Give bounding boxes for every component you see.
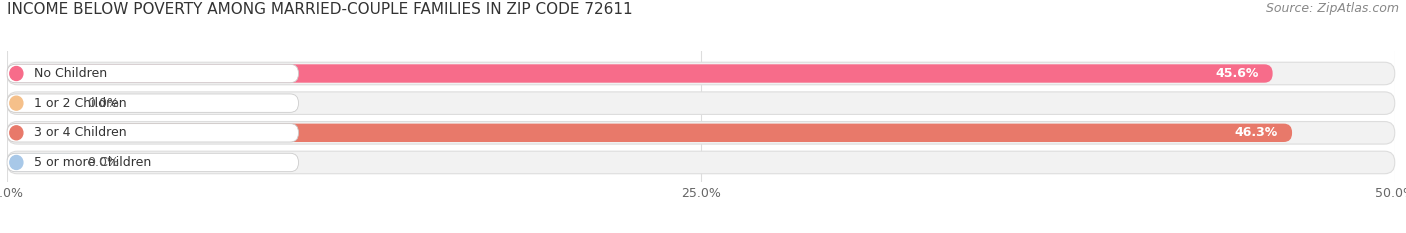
- Text: No Children: No Children: [34, 67, 107, 80]
- Circle shape: [10, 155, 22, 169]
- Text: Source: ZipAtlas.com: Source: ZipAtlas.com: [1265, 2, 1399, 15]
- Circle shape: [10, 96, 22, 110]
- Circle shape: [10, 66, 22, 80]
- Text: 1 or 2 Children: 1 or 2 Children: [34, 97, 127, 110]
- FancyBboxPatch shape: [7, 151, 1395, 174]
- FancyBboxPatch shape: [7, 94, 298, 112]
- Text: INCOME BELOW POVERTY AMONG MARRIED-COUPLE FAMILIES IN ZIP CODE 72611: INCOME BELOW POVERTY AMONG MARRIED-COUPL…: [7, 2, 633, 17]
- Text: 46.3%: 46.3%: [1234, 126, 1278, 139]
- FancyBboxPatch shape: [7, 62, 1395, 85]
- FancyBboxPatch shape: [7, 92, 1395, 114]
- Text: 0.0%: 0.0%: [87, 156, 120, 169]
- Circle shape: [10, 126, 22, 140]
- Text: 45.6%: 45.6%: [1215, 67, 1258, 80]
- FancyBboxPatch shape: [7, 64, 298, 83]
- FancyBboxPatch shape: [7, 122, 1395, 144]
- FancyBboxPatch shape: [7, 124, 298, 142]
- FancyBboxPatch shape: [7, 124, 1292, 142]
- Text: 3 or 4 Children: 3 or 4 Children: [34, 126, 127, 139]
- FancyBboxPatch shape: [7, 153, 298, 172]
- Text: 0.0%: 0.0%: [87, 97, 120, 110]
- FancyBboxPatch shape: [7, 153, 76, 172]
- Text: 5 or more Children: 5 or more Children: [34, 156, 152, 169]
- FancyBboxPatch shape: [7, 64, 1272, 83]
- FancyBboxPatch shape: [7, 94, 76, 112]
